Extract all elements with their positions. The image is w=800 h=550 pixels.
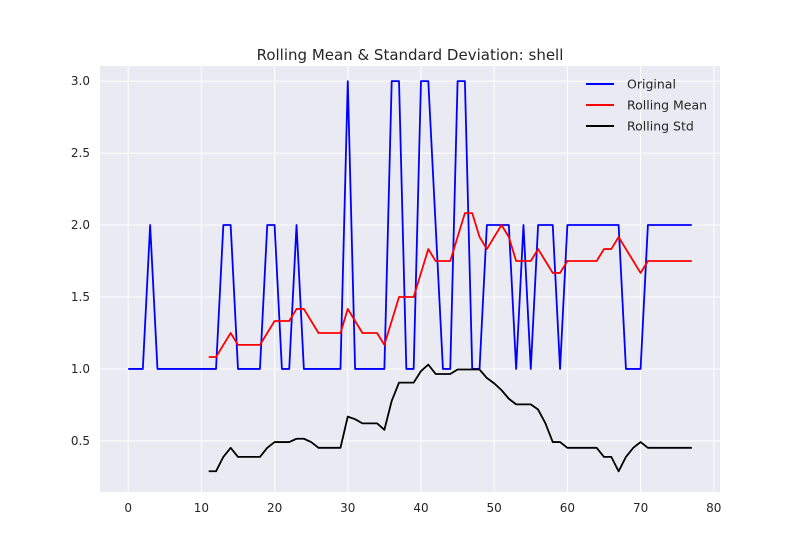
y-tick-label: 1.5 xyxy=(71,290,90,304)
y-tick-label: 1.0 xyxy=(71,362,90,376)
chart-title: Rolling Mean & Standard Deviation: shell xyxy=(257,46,564,64)
legend-label-rolling-mean: Rolling Mean xyxy=(627,98,707,113)
x-tick-label: 10 xyxy=(194,501,209,515)
y-tick-label: 3.0 xyxy=(71,74,90,88)
x-tick-label: 0 xyxy=(124,501,132,515)
y-tick-label: 2.5 xyxy=(71,146,90,160)
x-tick-label: 80 xyxy=(706,501,721,515)
legend-label-rolling-std: Rolling Std xyxy=(627,119,694,134)
tick-labels: 0 10 20 30 40 50 60 70 80 0.5 1.0 1.5 2.0 2.5 3.0 xyxy=(71,74,722,515)
series-layer xyxy=(128,80,692,473)
x-tick-label: 60 xyxy=(560,501,575,515)
x-tick-label: 40 xyxy=(413,501,428,515)
x-tick-label: 50 xyxy=(487,501,502,515)
legend-label-original: Original xyxy=(627,77,676,92)
x-tick-label: 70 xyxy=(633,501,648,515)
series-line-rolling-mean xyxy=(208,212,692,358)
x-tick-label: 20 xyxy=(267,501,282,515)
y-tick-label: 2.0 xyxy=(71,218,90,232)
x-tick-label: 30 xyxy=(340,501,355,515)
plot-background xyxy=(100,66,720,492)
series-line-rolling-std xyxy=(208,363,692,473)
y-tick-label: 0.5 xyxy=(71,434,90,448)
series-line-original xyxy=(128,80,692,370)
legend: Original Rolling Mean Rolling Std xyxy=(586,77,707,134)
